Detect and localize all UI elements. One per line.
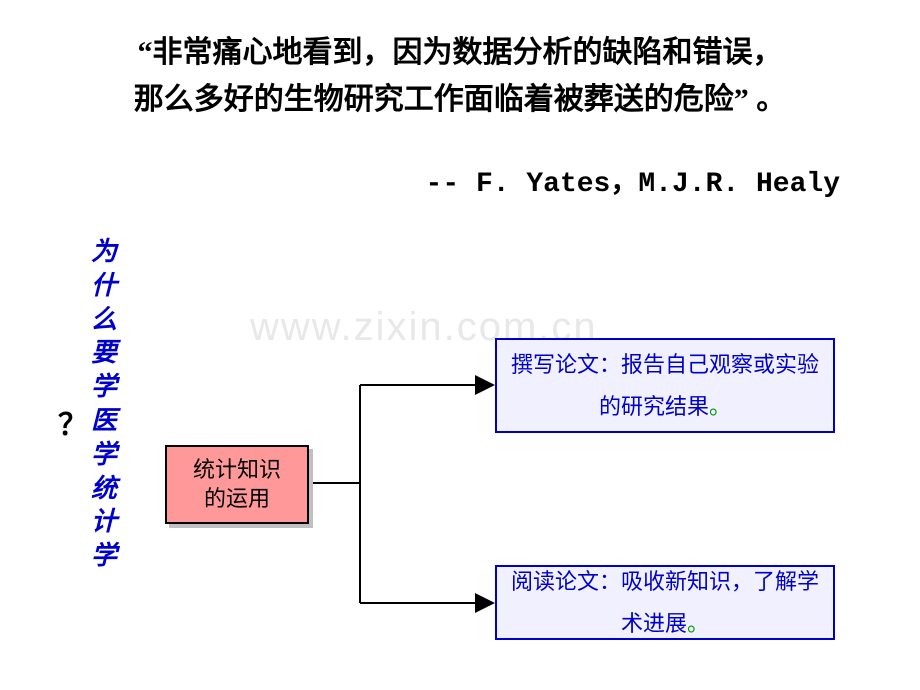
branch-write: 撰写论文：报告自己观察或实验的研究结果。	[495, 338, 835, 433]
vertical-title: 为什么要学医学统计学	[90, 235, 118, 573]
root-line1: 统计知识	[193, 457, 281, 482]
branch-read: 阅读论文：吸收新知识，了解学术进展。	[495, 565, 835, 640]
question-mark: ？	[58, 400, 88, 444]
quote-block: “非常痛心地看到，因为数据分析的缺陷和错误， 那么多好的生物研究工作面临着被葬送…	[60, 30, 860, 123]
branch-read-dot: 。	[687, 611, 709, 636]
branch-write-dot: 。	[709, 394, 731, 419]
root-node: 统计知识 的运用	[165, 445, 309, 524]
quote-attribution: -- F. Yates，M.J.R. Healy	[0, 160, 840, 200]
root-line2: 的运用	[204, 486, 270, 511]
quote-line1: “非常痛心地看到，因为数据分析的缺陷和错误，	[138, 36, 783, 69]
quote-line2: 那么多好的生物研究工作面临着被葬送的危险” 。	[134, 83, 787, 116]
branch-write-text: 撰写论文：报告自己观察或实验的研究结果	[511, 352, 819, 419]
branch-read-text: 阅读论文：吸收新知识，了解学术进展	[511, 569, 819, 636]
